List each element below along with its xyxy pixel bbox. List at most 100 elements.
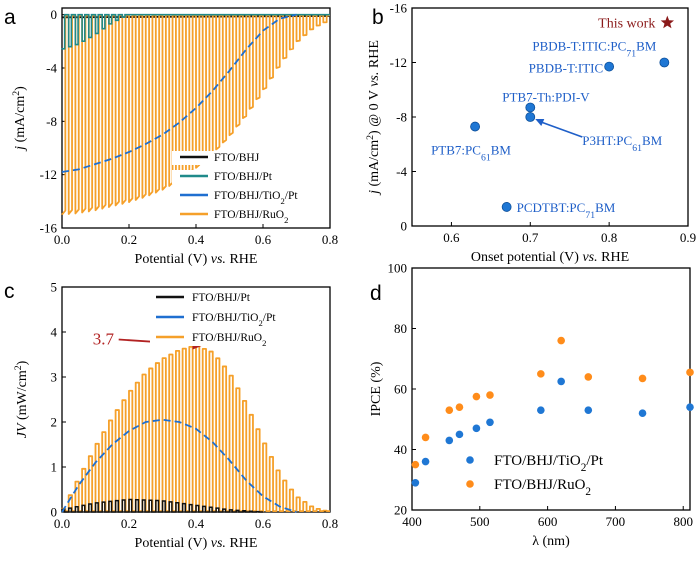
x-tick-label: 0.6	[443, 230, 460, 245]
x-tick-label: 0.4	[188, 232, 205, 247]
x-tick-label: 700	[606, 514, 626, 529]
x-axis-label: Potential (V) vs. RHE	[135, 536, 258, 551]
legend-label: FTO/BHJ/RuO2	[494, 477, 591, 498]
x-tick-label: 0.8	[601, 230, 617, 245]
arrow-head	[535, 119, 545, 126]
y-tick-label: 60	[394, 382, 407, 397]
legend: FTO/BHJ FTO/BHJ/Pt FTO/BHJ/TiO2/Pt FTO/BHJ/…	[172, 151, 326, 225]
scatter-point	[445, 436, 454, 445]
y-axis-label: j (mA/cm2) @ 0 V vs. RHE	[365, 40, 383, 196]
legend-bg	[150, 291, 326, 306]
y-tick-label: -12	[390, 55, 407, 70]
scatter-point	[638, 409, 647, 418]
point-label: PBDB-T:ITIC:PC71BM	[532, 39, 656, 60]
legend-marker	[466, 456, 474, 464]
plot-frame	[411, 267, 691, 511]
point-label: PCDTBT:PC71BM	[517, 200, 616, 221]
scatter-point	[557, 336, 565, 345]
legend-label: FTO/BHJ/TiO2/Pt	[494, 453, 604, 474]
y-tick-label: 0	[401, 219, 408, 234]
scatter-point	[470, 121, 480, 132]
scatter-point	[537, 406, 545, 414]
legend: FTO/BHJ/TiO2/Pt FTO/BHJ/RuO2	[466, 453, 604, 498]
legend-label: FTO/BHJ/RuO2	[192, 332, 266, 348]
y-tick-label: -12	[40, 167, 57, 182]
x-tick-label: 0.6	[255, 232, 272, 247]
y-tick-label: -16	[390, 1, 408, 16]
x-tick-label: 0.7	[522, 230, 539, 245]
legend-bg	[172, 208, 326, 222]
y-tick-label: -4	[46, 61, 57, 76]
scatter-point	[638, 374, 647, 383]
this-work-star	[660, 15, 674, 29]
point-label: PTB7:PC61BM	[431, 143, 511, 164]
y-tick-label: -16	[40, 221, 58, 236]
scatter-point	[472, 424, 481, 433]
y-tick-label: 0	[51, 505, 58, 520]
legend-bg	[172, 170, 326, 184]
scatter-point	[486, 391, 494, 399]
series-line-fto-bhj-tio2-pt	[61, 13, 297, 173]
series-line-fto-bhj-tio2-pt	[61, 418, 297, 513]
y-tick-label: 80	[394, 321, 407, 336]
scatter-point	[455, 403, 464, 411]
y-tick-label: -8	[46, 114, 57, 129]
x-tick-label: 0.0	[54, 516, 70, 531]
x-tick-label: 0.4	[188, 516, 205, 531]
y-axis-label: JV (mW/cm2)	[13, 360, 31, 438]
x-tick-label: 500	[470, 514, 490, 529]
legend-label: FTO/BHJ/Pt	[192, 292, 251, 304]
legend-label: FTO/BHJ/TiO2/Pt	[192, 312, 276, 328]
y-tick-label: 20	[394, 503, 407, 518]
y-tick-label: 2	[51, 415, 58, 430]
scatter-point	[537, 370, 545, 378]
legend-bg	[150, 331, 326, 346]
x-axis-label: Onset potential (V) vs. RHE	[471, 250, 629, 265]
series-line-fto-bhj-ruo2	[61, 14, 330, 216]
y-axis-label: j (mA/cm2)	[11, 86, 29, 152]
legend-bg	[150, 311, 326, 326]
x-tick-label: 600	[538, 514, 558, 529]
scatter-point	[445, 406, 454, 414]
scatter-point	[486, 418, 494, 427]
scatter-point	[472, 392, 481, 401]
scatter-point	[604, 61, 615, 72]
y-tick-label: -4	[396, 164, 407, 179]
scatter-point	[557, 377, 565, 386]
x-tick-label: 800	[673, 514, 693, 529]
panel-d: 400 500 600 700 800 20 40 60 80 100 λ (nm) IPCE (%)…	[369, 261, 694, 549]
scatter-point	[686, 403, 694, 411]
scatter-point	[686, 368, 694, 377]
panel-label-d: d	[370, 282, 382, 305]
x-tick-label: 0.8	[322, 516, 338, 531]
scatter-point	[525, 112, 536, 122]
legend-label: FTO/BHJ/RuO2	[214, 209, 288, 225]
x-tick-label: 0.8	[322, 232, 338, 247]
this-work-label: This work	[598, 17, 655, 32]
series-line-fto-bhj-pt	[61, 498, 263, 513]
legend-marker	[466, 480, 474, 488]
scatter-point	[501, 202, 512, 212]
scatter-point	[525, 102, 536, 113]
x-tick-label: 0.6	[255, 516, 272, 531]
panel-c: 0.0 0.2 0.4 0.6 0.8 0 1 2 3 4 5 Potential (V) vs. R…	[13, 280, 339, 552]
y-tick-label: 4	[51, 325, 58, 340]
scatter-point	[584, 373, 593, 381]
panel-label-a: a	[4, 6, 16, 29]
scatter-point	[455, 430, 464, 439]
panel-b: 0.6 0.7 0.8 0.9 -16 -12 -8 -4 0 Onset potential (…	[365, 1, 697, 266]
y-tick-label: -8	[396, 110, 407, 125]
scatter-point	[411, 460, 420, 469]
legend: FTO/BHJ/Pt FTO/BHJ/TiO2/Pt FTO/BHJ/RuO2	[150, 291, 326, 348]
point-label: P3HT:PC61BM	[582, 133, 662, 154]
y-axis-label: IPCE (%)	[369, 361, 384, 416]
y-tick-label: 1	[51, 460, 58, 475]
y-tick-label: 5	[51, 280, 58, 295]
y-tick-label: 3	[51, 370, 58, 385]
legend-label: FTO/BHJ/TiO2/Pt	[214, 190, 298, 206]
panel-label-b: b	[372, 6, 384, 29]
x-tick-label: 0.2	[121, 516, 137, 531]
scatter-point	[421, 457, 430, 466]
y-tick-label: 100	[388, 261, 408, 276]
